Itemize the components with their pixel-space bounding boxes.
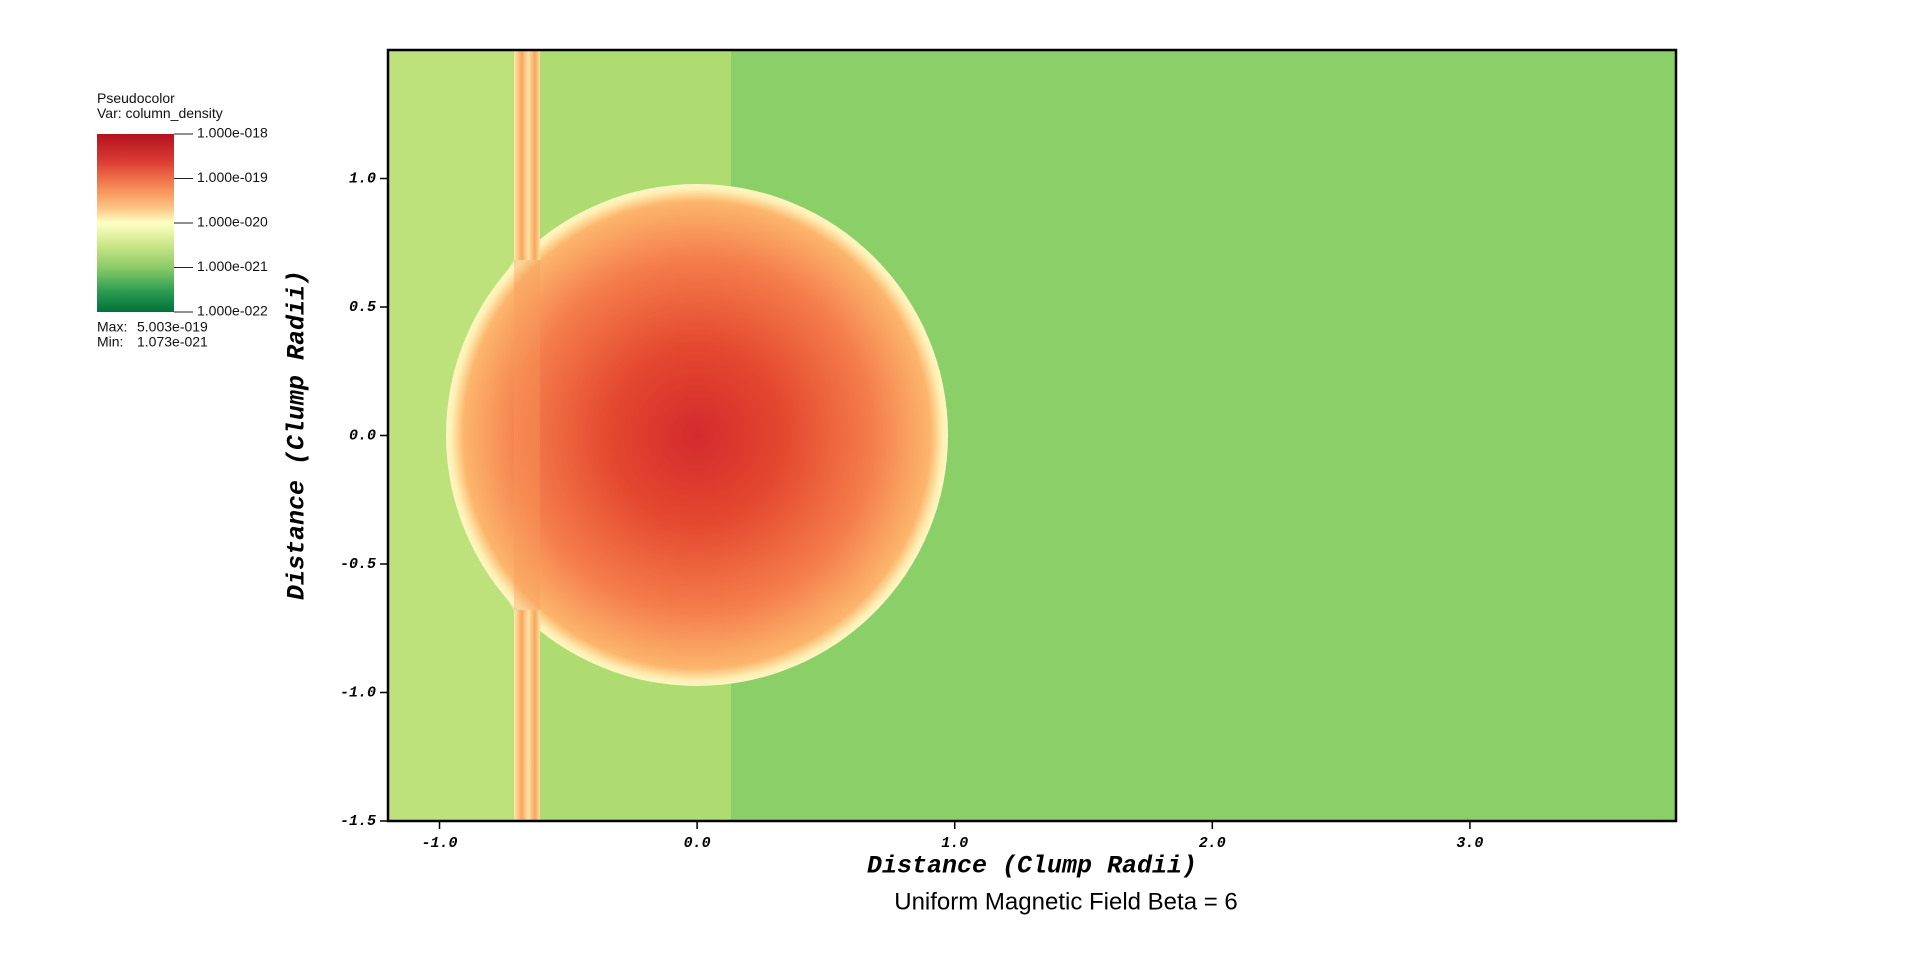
x-tick-label: -1.0 [422, 835, 458, 852]
field-image [388, 50, 1676, 821]
y-tick-label: 0.5 [349, 299, 376, 316]
x-tick-label: 0.0 [684, 835, 711, 852]
y-tick-label: 0.0 [349, 427, 376, 444]
colorbar-tick-label: 1.000e-022 [197, 303, 268, 319]
y-tick-label: 1.0 [349, 170, 376, 187]
colorbar-tick-label: 1.000e-020 [197, 214, 268, 230]
stat-label: Min: [97, 334, 123, 350]
stat-value: 1.073e-021 [137, 334, 208, 350]
y-tick-label: -0.5 [340, 556, 376, 573]
x-tick-label: 3.0 [1456, 835, 1483, 852]
x-axis-title: Distance (Clump Radii) [867, 852, 1197, 881]
colorbar-tick-label: 1.000e-021 [197, 258, 268, 274]
x-tick-label: 1.0 [941, 835, 968, 852]
colorbar [97, 134, 174, 312]
colorbar-tick-label: 1.000e-018 [197, 125, 268, 141]
colorbar-title: Pseudocolor [97, 90, 175, 106]
colorbar-variable: Var: column_density [97, 105, 223, 121]
x-tick-label: 2.0 [1199, 835, 1226, 852]
chart-title: Uniform Magnetic Field Beta = 6 [894, 888, 1238, 915]
y-tick-label: -1.5 [340, 813, 376, 830]
stat-value: 5.003e-019 [137, 319, 208, 335]
y-tick-label: -1.0 [340, 684, 376, 701]
colorbar-tick-label: 1.000e-019 [197, 169, 268, 185]
y-axis-title: Distance (Clump Radii) [283, 270, 312, 600]
stat-label: Max: [97, 319, 127, 335]
